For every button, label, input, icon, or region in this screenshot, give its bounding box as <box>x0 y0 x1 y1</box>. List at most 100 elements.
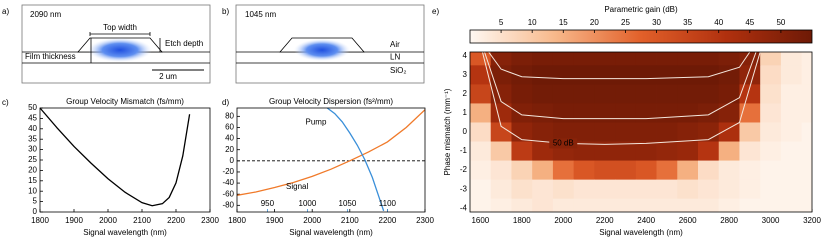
colorbar-tick-label: 35 <box>683 18 692 27</box>
heatmap-cell <box>635 103 657 123</box>
heatmap-cell <box>552 179 575 200</box>
heatmap-cell <box>615 103 637 123</box>
heatmap-cell <box>780 160 803 181</box>
heatmap-cell <box>532 65 554 85</box>
heatmap-cell <box>698 103 720 123</box>
y-axis-label: Phase mismatch (mm⁻¹) <box>443 88 452 175</box>
heatmap-cell <box>470 65 492 85</box>
heatmap-cell <box>677 122 699 142</box>
heatmap-cell <box>594 122 616 142</box>
heatmap-cell <box>739 179 761 200</box>
heatmap-cell <box>615 160 637 181</box>
heatmap-cell <box>635 179 657 200</box>
y-tick-label: 10 <box>28 186 37 195</box>
wavelength-label: 2090 nm <box>30 10 61 19</box>
heatmap-cell <box>573 65 595 85</box>
heatmap-cell <box>801 52 812 66</box>
y-tick-label: -80 <box>222 200 234 209</box>
wavelength-label: 1045 nm <box>245 10 276 19</box>
plot-frame <box>39 107 211 213</box>
heatmap-cell <box>760 179 782 200</box>
colorbar-tick-label: 40 <box>714 18 723 27</box>
heatmap-cell <box>532 179 554 200</box>
heatmap-cell <box>801 160 812 181</box>
waveguide-b: 1045 nm Air LN SiO₂ <box>235 4 425 84</box>
y-tick-label: 40 <box>225 134 234 143</box>
x2-tick-label: 1100 <box>379 199 397 208</box>
heatmap-cell <box>718 179 740 200</box>
x-tick-label: 1800 <box>228 216 246 225</box>
heatmap-cell <box>532 160 554 181</box>
series-label: Signal <box>286 182 308 191</box>
x-tick-label: 1900 <box>65 216 83 225</box>
heatmap-cell <box>656 179 678 200</box>
data-line <box>237 109 425 196</box>
heatmap-cell <box>739 198 761 212</box>
heatmap-cell <box>760 65 782 85</box>
x-tick-label: 2000 <box>554 216 572 225</box>
x-tick-label: 2000 <box>99 216 117 225</box>
heatmap-cell <box>677 198 699 212</box>
heatmap-cell <box>552 198 575 212</box>
y-tick-label: 3 <box>463 70 468 79</box>
heatmap-cell <box>490 160 512 181</box>
x-tick-label: 3200 <box>803 216 821 225</box>
y-tick-label: 0 <box>463 127 468 136</box>
panel-label: b) <box>222 7 229 16</box>
heatmap-cell <box>490 103 512 123</box>
heatmap-cell <box>698 84 720 104</box>
x-tick-label: 3000 <box>762 216 780 225</box>
plot-area <box>39 107 191 207</box>
heatmap-cell <box>532 103 554 123</box>
heatmap-cell <box>573 122 595 142</box>
heatmap-cell <box>780 198 803 212</box>
panel-label: a) <box>2 7 9 16</box>
heatmap-cell <box>594 84 616 104</box>
heatmap-cell <box>511 103 533 123</box>
heatmap-cell <box>780 179 803 200</box>
heatmap-cell <box>677 141 699 161</box>
x-axis-label: Signal wavelength (nm) <box>83 228 167 237</box>
y-tick-label: -3 <box>460 184 468 193</box>
x-tick-label: 1800 <box>31 216 49 225</box>
heatmap-cell <box>470 198 492 212</box>
heatmap-cell <box>780 65 803 85</box>
heatmap-cell <box>490 84 512 104</box>
x-tick-label: 1800 <box>513 216 531 225</box>
x-tick-label: 2000 <box>303 216 321 225</box>
heatmap-cell <box>739 122 761 142</box>
heatmap-cell <box>552 65 575 85</box>
panel-label: e) <box>432 7 439 16</box>
y-tick-label: 40 <box>28 124 37 133</box>
heatmap-cell <box>760 84 782 104</box>
x-tick-label: 2800 <box>720 216 738 225</box>
heatmap-cell <box>615 52 637 66</box>
heatmap-cell <box>677 65 699 85</box>
heatmap-cell <box>677 52 699 66</box>
heatmap-cell <box>573 103 595 123</box>
heatmap-cell <box>594 198 616 212</box>
heatmap-cell <box>718 141 740 161</box>
heatmap-cell <box>718 103 740 123</box>
heatmap-cell <box>532 52 554 66</box>
heatmap-cell <box>656 84 678 104</box>
heatmap-cell <box>470 122 492 142</box>
heatmap-cell <box>532 141 554 161</box>
heatmap-cell <box>511 198 533 212</box>
heatmap-cell <box>698 141 720 161</box>
x-axis-label: Signal wavelength (nm) <box>599 228 683 237</box>
chart-title: Group Velocity Mismatch (fs/mm) <box>66 97 184 106</box>
panel-label: c) <box>2 98 9 107</box>
y-tick-label: 50 <box>28 103 37 112</box>
heatmap-cell <box>573 198 595 212</box>
heatmap-cell <box>490 141 512 161</box>
x-tick-label: 2300 <box>416 216 434 225</box>
heatmap-cell <box>532 122 554 142</box>
x-axis-label: Signal wavelength (nm) <box>289 228 373 237</box>
x-tick-label: 2200 <box>379 216 397 225</box>
x-tick-label: 2300 <box>201 216 219 225</box>
contour-line <box>488 52 751 80</box>
heatmap-cell <box>656 141 678 161</box>
x-tick-label: 2200 <box>167 216 185 225</box>
